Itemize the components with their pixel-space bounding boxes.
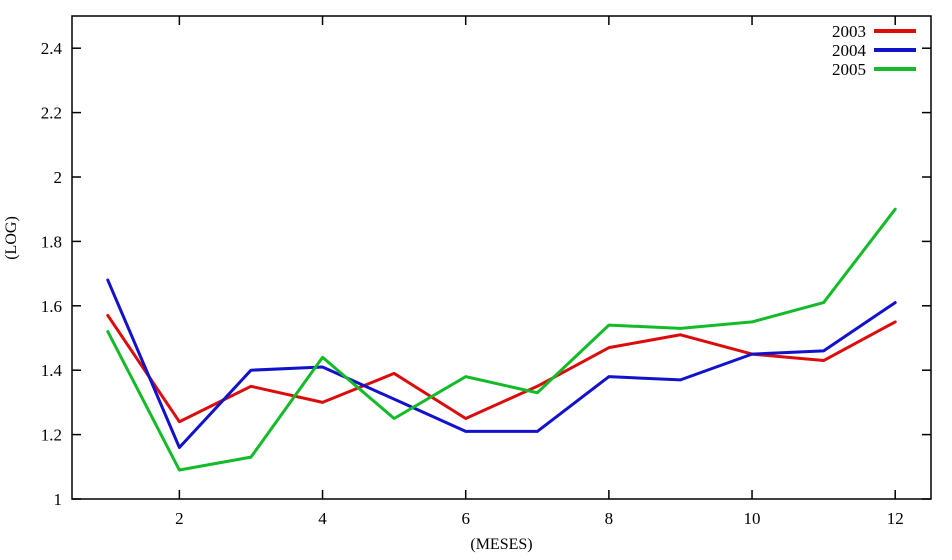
y-tick-label: 1.4 xyxy=(41,361,63,380)
y-tick-label: 1 xyxy=(54,490,63,509)
legend-label-2003: 2003 xyxy=(832,22,866,41)
y-tick-label: 2.2 xyxy=(41,104,62,123)
series-line-2004 xyxy=(106,278,897,449)
y-axis-title: (LOG) xyxy=(3,216,20,260)
y-tick-label: 1.8 xyxy=(41,232,62,251)
legend-label-2005: 2005 xyxy=(832,60,866,79)
series-line-2003 xyxy=(106,313,897,424)
legend-label-2004: 2004 xyxy=(832,41,867,60)
x-tick-label: 4 xyxy=(318,509,327,528)
y-tick-label: 2 xyxy=(54,168,63,187)
y-tick-label: 1.2 xyxy=(41,426,62,445)
x-tick-label: 2 xyxy=(175,509,184,528)
x-tick-label: 10 xyxy=(744,509,761,528)
plot-border xyxy=(71,15,932,500)
x-tick-label: 6 xyxy=(461,509,470,528)
x-tick-label: 8 xyxy=(605,509,614,528)
x-axis-title: (MESES) xyxy=(470,536,532,553)
y-tick-label: 1.6 xyxy=(41,297,62,316)
x-tick-label: 12 xyxy=(887,509,904,528)
series-line-2005 xyxy=(106,207,897,472)
y-tick-label: 2.4 xyxy=(41,39,63,58)
